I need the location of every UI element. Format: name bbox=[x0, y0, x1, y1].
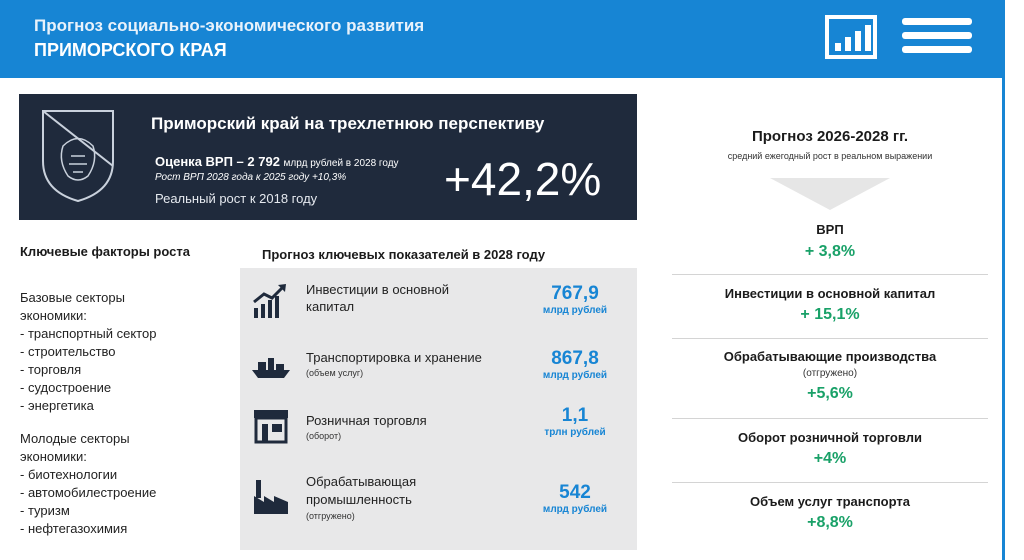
indicator-sub: (оборот) bbox=[306, 431, 342, 441]
indicator-name: Обрабатывающая bbox=[306, 474, 417, 489]
factory-icon bbox=[254, 480, 288, 514]
divider bbox=[672, 482, 988, 483]
coat-of-arms-icon bbox=[42, 110, 114, 203]
ship-icon bbox=[252, 358, 290, 378]
list-item: - энергетика bbox=[20, 398, 94, 413]
indicator-value: 542 млрд рублей bbox=[505, 482, 645, 515]
grp-unit: млрд рублей в 2028 году bbox=[283, 158, 399, 169]
divider bbox=[672, 274, 988, 275]
grp-label: Оценка ВРП – 2 792 bbox=[155, 154, 280, 169]
divider bbox=[672, 418, 988, 419]
indicator-sub: (отгружено) bbox=[306, 511, 355, 521]
indicator-name-2: капитал bbox=[306, 299, 355, 314]
forecast-item-sub: (отгружено) bbox=[802, 368, 858, 379]
forecast-item-value: + 15,1% bbox=[800, 306, 860, 323]
forecast-item-name: Объем услуг транспорта bbox=[750, 494, 910, 509]
value: 767,9 bbox=[551, 283, 599, 304]
forecast-item-value: +8,8% bbox=[807, 514, 853, 531]
indicator-sub: (объем услуг) bbox=[306, 368, 364, 378]
value: 1,1 bbox=[561, 405, 589, 426]
header-title-line2: ПРИМОРСКОГО КРАЯ bbox=[34, 40, 227, 60]
value: 867,8 bbox=[551, 348, 599, 369]
list-item: - строительство bbox=[20, 344, 116, 359]
forecast-item-name: Обрабатывающие производства bbox=[723, 349, 937, 364]
list-item: - биотехнологии bbox=[20, 467, 118, 482]
bar-chart-icon bbox=[825, 15, 877, 59]
list-item: - транспортный сектор bbox=[20, 326, 157, 341]
summary-panel: Приморский край на трехлетнюю перспектив… bbox=[19, 94, 637, 220]
forecast-item-value: + 3,8% bbox=[804, 243, 856, 260]
indicators-panel bbox=[240, 268, 637, 550]
growth-chart-icon bbox=[253, 284, 286, 318]
indicator-name: Транспортировка и хранение bbox=[306, 350, 482, 365]
list-item: - торговля bbox=[20, 362, 82, 377]
forecast-item-name: ВРП bbox=[816, 222, 844, 237]
indicator-name: Инвестиции в основной bbox=[306, 282, 450, 297]
forecast-item-value: +5,6% bbox=[807, 385, 853, 402]
group2-title: Молодые секторы bbox=[20, 431, 130, 446]
list-item: - туризм bbox=[20, 503, 70, 518]
unit: млрд рублей bbox=[542, 370, 608, 381]
forecast-subtitle: средний ежегодный рост в реальном выраже… bbox=[727, 151, 933, 161]
right-border bbox=[1002, 0, 1005, 560]
indicator-value: 767,9 млрд рублей bbox=[505, 283, 645, 316]
key-factors-title: Ключевые факторы роста bbox=[20, 244, 190, 259]
real-growth-label: Реальный рост к 2018 году bbox=[155, 191, 318, 206]
header: Прогноз социально-экономического развити… bbox=[0, 0, 1002, 78]
group1-title2: экономики: bbox=[20, 308, 87, 323]
key-factors-group1: Базовые секторы экономики: - транспортны… bbox=[20, 289, 156, 415]
indicator-value: 1,1 трлн рублей bbox=[505, 405, 645, 438]
list-item: - судостроение bbox=[20, 380, 112, 395]
key-factors-group2: Молодые секторы экономики: - биотехнолог… bbox=[20, 430, 156, 538]
value: 542 bbox=[559, 482, 591, 503]
divider bbox=[672, 338, 988, 339]
down-arrow-icon bbox=[770, 178, 890, 210]
header-title-line1: Прогноз социально-экономического развити… bbox=[34, 16, 425, 35]
forecast-title: Прогноз 2026-2028 гг. bbox=[751, 128, 909, 145]
group1-title: Базовые секторы bbox=[20, 290, 125, 305]
summary-title: Приморский край на трехлетнюю перспектив… bbox=[151, 114, 545, 133]
list-item: - автомобилестроение bbox=[20, 485, 157, 500]
store-icon bbox=[254, 410, 288, 444]
unit: млрд рублей bbox=[542, 305, 608, 316]
forecast-item-value: +4% bbox=[813, 450, 847, 467]
indicator-name-2: промышленность bbox=[306, 492, 412, 507]
grp-estimate: Оценка ВРП – 2 792 млрд рублей в 2028 го… bbox=[155, 154, 399, 169]
group2-title2: экономики: bbox=[20, 449, 87, 464]
unit: трлн рублей bbox=[544, 427, 606, 438]
indicator-value: 867,8 млрд рублей bbox=[505, 348, 645, 381]
forecast-item-name: Инвестиции в основной капитал bbox=[724, 286, 936, 301]
indicators-title: Прогноз ключевых показателей в 2028 году bbox=[262, 247, 546, 262]
grp-growth: Рост ВРП 2028 года к 2025 году +10,3% bbox=[155, 172, 347, 183]
list-icon bbox=[902, 18, 972, 60]
unit: млрд рублей bbox=[542, 504, 608, 515]
forecast-item-name: Оборот розничной торговли bbox=[738, 430, 922, 445]
real-growth-value: +42,2% bbox=[444, 153, 602, 205]
list-item: - нефтегазохимия bbox=[20, 521, 128, 536]
indicator-name: Розничная торговля bbox=[306, 413, 427, 428]
